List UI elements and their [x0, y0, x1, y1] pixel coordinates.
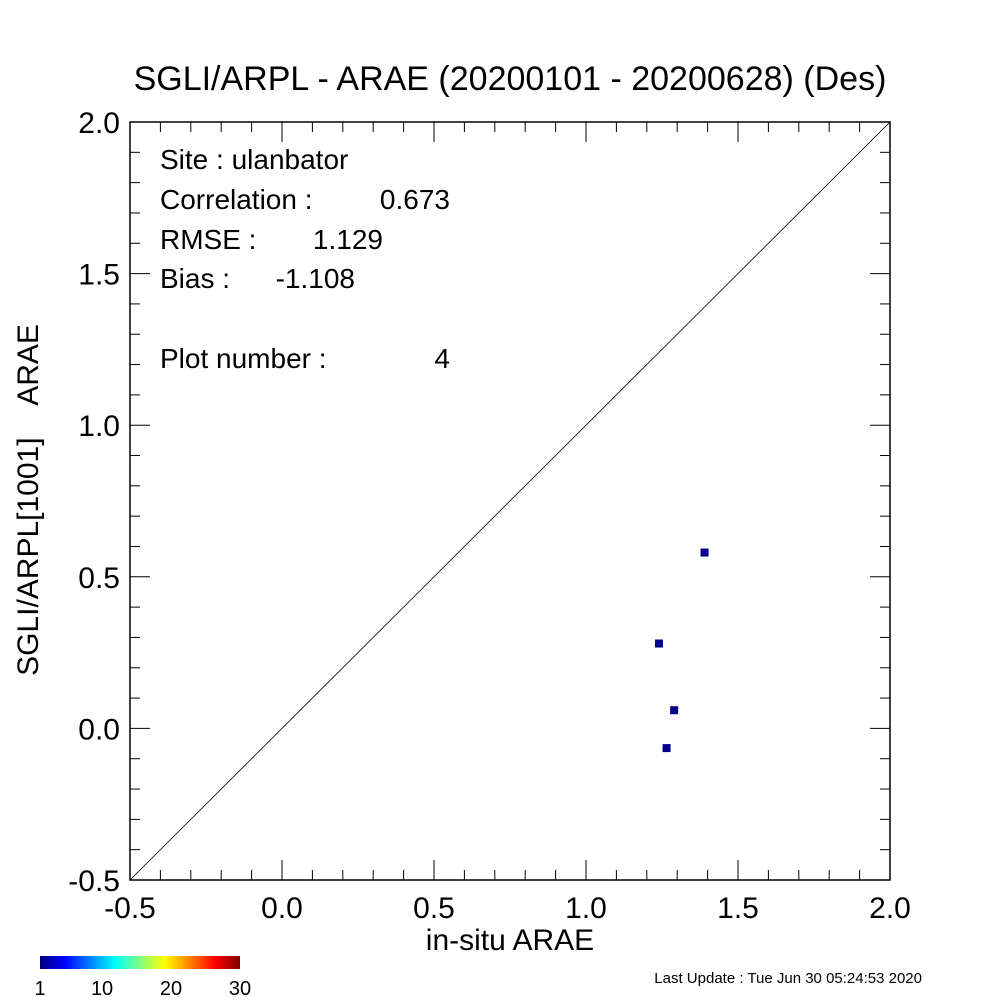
- x-tick-label: 1.0: [565, 892, 607, 925]
- y-tick-label: 1.5: [78, 259, 120, 292]
- y-tick-label: 2.0: [78, 107, 120, 140]
- colorbar-tick-labels: 1 10 20 30: [34, 978, 251, 1000]
- x-axis-label: in-situ ARAE: [426, 924, 594, 957]
- colorbar-tick-label: 10: [91, 978, 113, 1000]
- y-axis-label: SGLI/ARPL[1001] ARAE: [12, 324, 45, 676]
- y-tick-label: 1.0: [78, 410, 120, 443]
- one-to-one-line: [129, 121, 891, 881]
- colorbar-tick-label: 30: [229, 978, 251, 1000]
- stat-correlation-value: 0.673: [380, 184, 450, 215]
- scatter-point: [700, 548, 709, 557]
- x-tick-label: 1.5: [717, 892, 759, 925]
- scatter-point: [662, 744, 671, 753]
- stat-rmse-label: RMSE :: [160, 224, 256, 255]
- stat-correlation-label: Correlation :: [160, 184, 313, 215]
- y-tick-label: 0.0: [78, 713, 120, 746]
- stat-bias-label: Bias :: [160, 263, 230, 294]
- chart-title: SGLI/ARPL - ARAE (20200101 - 20200628) (…: [134, 60, 887, 98]
- y-tick-labels: -0.5 0.0 0.5 1.0 1.5 2.0: [68, 107, 120, 898]
- colorbar: [40, 956, 240, 969]
- stat-bias-value: -1.108: [276, 263, 355, 294]
- last-update-text: Last Update : Tue Jun 30 05:24:53 2020: [654, 970, 922, 987]
- major-ticks: [129, 121, 891, 881]
- x-tick-label: 2.0: [869, 892, 911, 925]
- x-tick-labels: -0.5 0.0 0.5 1.0 1.5 2.0: [104, 892, 911, 925]
- y-tick-label: -0.5: [68, 865, 120, 898]
- colorbar-tick-label: 1: [34, 978, 45, 1000]
- scatter-point: [654, 639, 663, 648]
- stat-plot-number-value: 4: [434, 343, 450, 374]
- x-tick-label: 0.5: [413, 892, 455, 925]
- minor-ticks: [130, 122, 890, 880]
- x-tick-label: 0.0: [261, 892, 303, 925]
- plot-frame: [129, 121, 891, 881]
- stat-plot-number-label: Plot number :: [160, 343, 327, 374]
- stat-site: Site : ulanbator: [160, 144, 348, 175]
- scatter-points: [654, 548, 709, 753]
- y-tick-label: 0.5: [78, 562, 120, 595]
- colorbar-tick-label: 20: [160, 978, 182, 1000]
- scatter-point: [670, 706, 679, 715]
- x-tick-label: -0.5: [104, 892, 156, 925]
- stat-rmse-value: 1.129: [313, 224, 383, 255]
